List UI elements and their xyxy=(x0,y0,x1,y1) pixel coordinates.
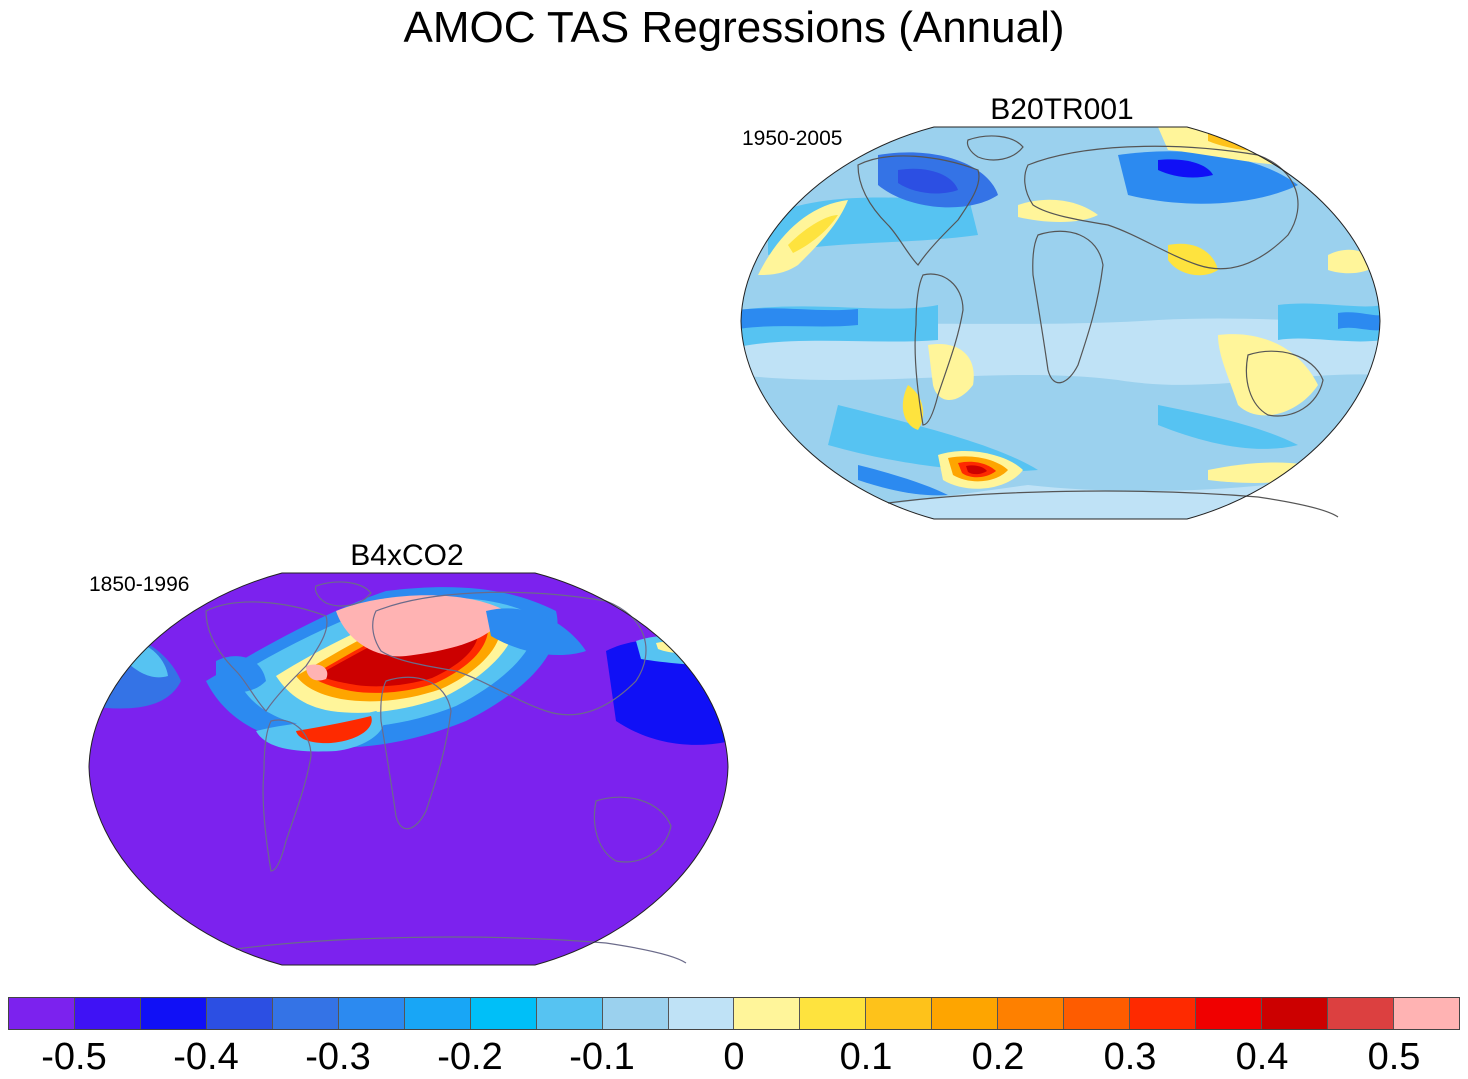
region-siberia-cool xyxy=(486,608,586,656)
region-north-america-core xyxy=(898,168,958,194)
colorbar-swatch xyxy=(9,998,75,1029)
colorbar xyxy=(8,997,1460,1030)
outline-south-america xyxy=(914,273,964,426)
outline-antarctica xyxy=(235,936,687,964)
colorbar-tick-label: -0.4 xyxy=(173,1036,239,1078)
colorbar-tick-label: 0.1 xyxy=(839,1036,893,1078)
outline-antarctica xyxy=(887,490,1339,518)
colorbar-swatch xyxy=(140,998,207,1029)
outline-africa xyxy=(380,676,452,830)
panel-title-b20tr001: B20TR001 xyxy=(990,93,1134,126)
colorbar-swatch xyxy=(1262,998,1329,1029)
region-southeast-pacific-warm xyxy=(902,385,924,430)
outline-north-america xyxy=(857,155,980,266)
colorbar-tick-label: -0.2 xyxy=(437,1036,503,1078)
region-drake-passage-warm-peak xyxy=(966,465,987,475)
colorbar-swatch xyxy=(1328,998,1395,1029)
colorbar-tick-label: -0.1 xyxy=(569,1036,635,1078)
period-label-b4xco2: 1850-1996 xyxy=(89,573,190,596)
region-southern-ocean-core xyxy=(858,465,948,496)
period-label-b20tr001: 1950-2005 xyxy=(742,127,843,150)
colorbar-swatch xyxy=(1064,998,1131,1029)
region-labrador-peak xyxy=(306,664,328,681)
colorbar-swatch xyxy=(470,998,537,1029)
region-north-pacific-warm-core xyxy=(788,215,838,253)
colorbar-swatch xyxy=(932,998,999,1029)
panel-title-b4xco2: B4xCO2 xyxy=(350,539,464,572)
colorbar-swatch xyxy=(1130,998,1197,1029)
colorbar-swatch xyxy=(206,998,273,1029)
region-subtropical-warm xyxy=(296,716,372,744)
colorbar-tick-label: -0.5 xyxy=(41,1036,107,1078)
colorbar-swatch xyxy=(536,998,603,1029)
colorbar-swatch xyxy=(866,998,933,1029)
map-border-b20tr001 xyxy=(740,126,1381,520)
colorbar-swatch xyxy=(272,998,339,1029)
colorbar-swatch xyxy=(74,998,141,1029)
outline-eurasia xyxy=(1024,145,1299,270)
colorbar-swatch xyxy=(1394,998,1459,1029)
outline-north-america xyxy=(205,601,328,712)
colorbar-swatch xyxy=(404,998,471,1029)
colorbar-swatch xyxy=(998,998,1065,1029)
region-west-pacific-core xyxy=(1338,312,1380,331)
colorbar-swatch xyxy=(1196,998,1263,1029)
outline-eurasia xyxy=(372,591,647,716)
outline-africa xyxy=(1032,230,1104,384)
region-equatorial-pacific xyxy=(741,308,858,329)
region-northwest-pacific-warm xyxy=(1328,249,1378,274)
outline-south-america xyxy=(262,719,312,872)
outline-australia xyxy=(593,796,672,863)
map-b4xco2 xyxy=(88,572,729,966)
colorbar-tick-label: 0.3 xyxy=(1103,1036,1157,1078)
colorbar-swatch xyxy=(668,998,735,1029)
region-siberia-core xyxy=(1158,159,1213,178)
region-north-america-cool xyxy=(216,656,266,693)
map-border-b4xco2 xyxy=(88,572,729,966)
outline-greenland xyxy=(966,135,1024,161)
region-indian-ocean-cool xyxy=(1158,405,1298,449)
colorbar-swatch xyxy=(800,998,867,1029)
map-b20tr001 xyxy=(740,126,1381,520)
colorbar-tick-label: -0.3 xyxy=(305,1036,371,1078)
colorbar-tick-label: 0 xyxy=(723,1036,745,1078)
main-title: AMOC TAS Regressions (Annual) xyxy=(403,3,1065,52)
region-europe-warm xyxy=(1018,199,1098,222)
colorbar-tick-label: 0.5 xyxy=(1367,1036,1421,1078)
region-south-america-warm xyxy=(928,344,974,400)
outline-australia xyxy=(1245,350,1324,417)
outline-greenland xyxy=(314,581,372,607)
colorbar-tick-label: 0.4 xyxy=(1235,1036,1289,1078)
colorbar-swatch xyxy=(338,998,405,1029)
colorbar-swatch xyxy=(734,998,801,1029)
colorbar-swatch xyxy=(602,998,669,1029)
colorbar-tick-label: 0.2 xyxy=(971,1036,1025,1078)
